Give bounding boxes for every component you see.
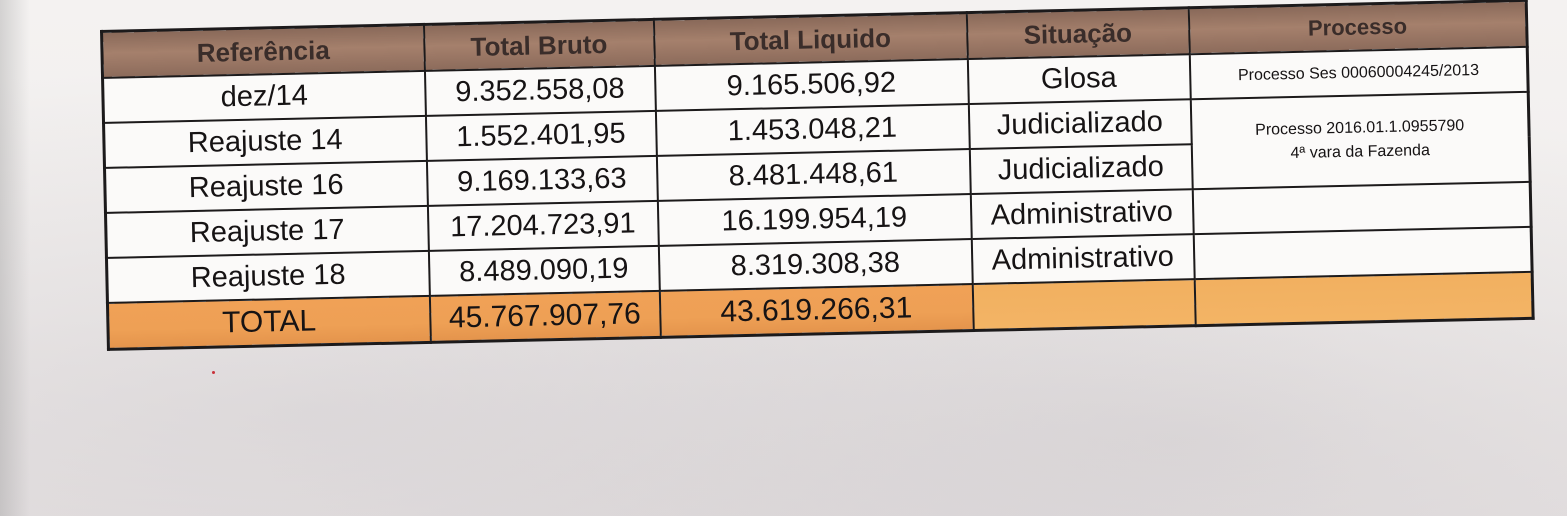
- cell-situacao: Administrativo: [970, 189, 1194, 240]
- cell-processo: Processo Ses 00060004245/2013: [1189, 46, 1529, 100]
- cell-processo-merged: Processo 2016.01.1.0955790 4ª vara da Fa…: [1190, 91, 1531, 190]
- cell-total-liquido: 16.199.954,19: [657, 194, 972, 246]
- cell-total-bruto: 17.204.723,91: [427, 200, 659, 251]
- cell-referencia: Reajuste 17: [105, 205, 429, 258]
- page-edge-shadow: [0, 0, 30, 516]
- cell-situacao: Judicializado: [969, 144, 1193, 195]
- header-total-bruto: Total Bruto: [423, 19, 655, 71]
- total-situacao-empty: [972, 279, 1196, 331]
- ink-dot: [212, 371, 215, 374]
- cell-processo: [1193, 226, 1533, 280]
- cell-situacao: Administrativo: [971, 234, 1195, 285]
- header-situacao: Situação: [966, 7, 1190, 60]
- cell-referencia: Reajuste 18: [106, 250, 430, 303]
- cell-situacao: Glosa: [967, 54, 1191, 105]
- cell-referencia: dez/14: [102, 70, 426, 123]
- cell-total-bruto: 1.552.401,95: [425, 110, 657, 161]
- cell-referencia: Reajuste 16: [104, 160, 428, 213]
- total-bruto-value: 45.767.907,76: [429, 290, 661, 343]
- cell-processo: [1192, 181, 1532, 235]
- cell-referencia: Reajuste 14: [103, 115, 427, 168]
- cell-situacao: Judicializado: [968, 99, 1192, 150]
- summary-table-container: Referência Total Bruto Total Liquido Sit…: [100, 0, 1535, 351]
- cell-total-liquido: 9.165.506,92: [654, 59, 969, 111]
- cell-total-bruto: 9.169.133,63: [426, 155, 658, 206]
- cell-total-liquido: 8.481.448,61: [656, 149, 971, 201]
- cell-total-bruto: 9.352.558,08: [424, 65, 656, 116]
- total-label: TOTAL: [107, 295, 431, 350]
- cell-total-liquido: 1.453.048,21: [655, 104, 970, 156]
- total-liquido-value: 43.619.266,31: [659, 284, 974, 338]
- cell-total-bruto: 8.489.090,19: [428, 245, 660, 296]
- header-processo: Processo: [1188, 0, 1528, 55]
- total-processo-empty: [1194, 271, 1534, 326]
- header-referencia: Referência: [101, 24, 425, 78]
- cell-total-liquido: 8.319.308,38: [658, 239, 973, 291]
- header-total-liquido: Total Liquido: [653, 12, 968, 66]
- summary-table: Referência Total Bruto Total Liquido Sit…: [100, 0, 1535, 351]
